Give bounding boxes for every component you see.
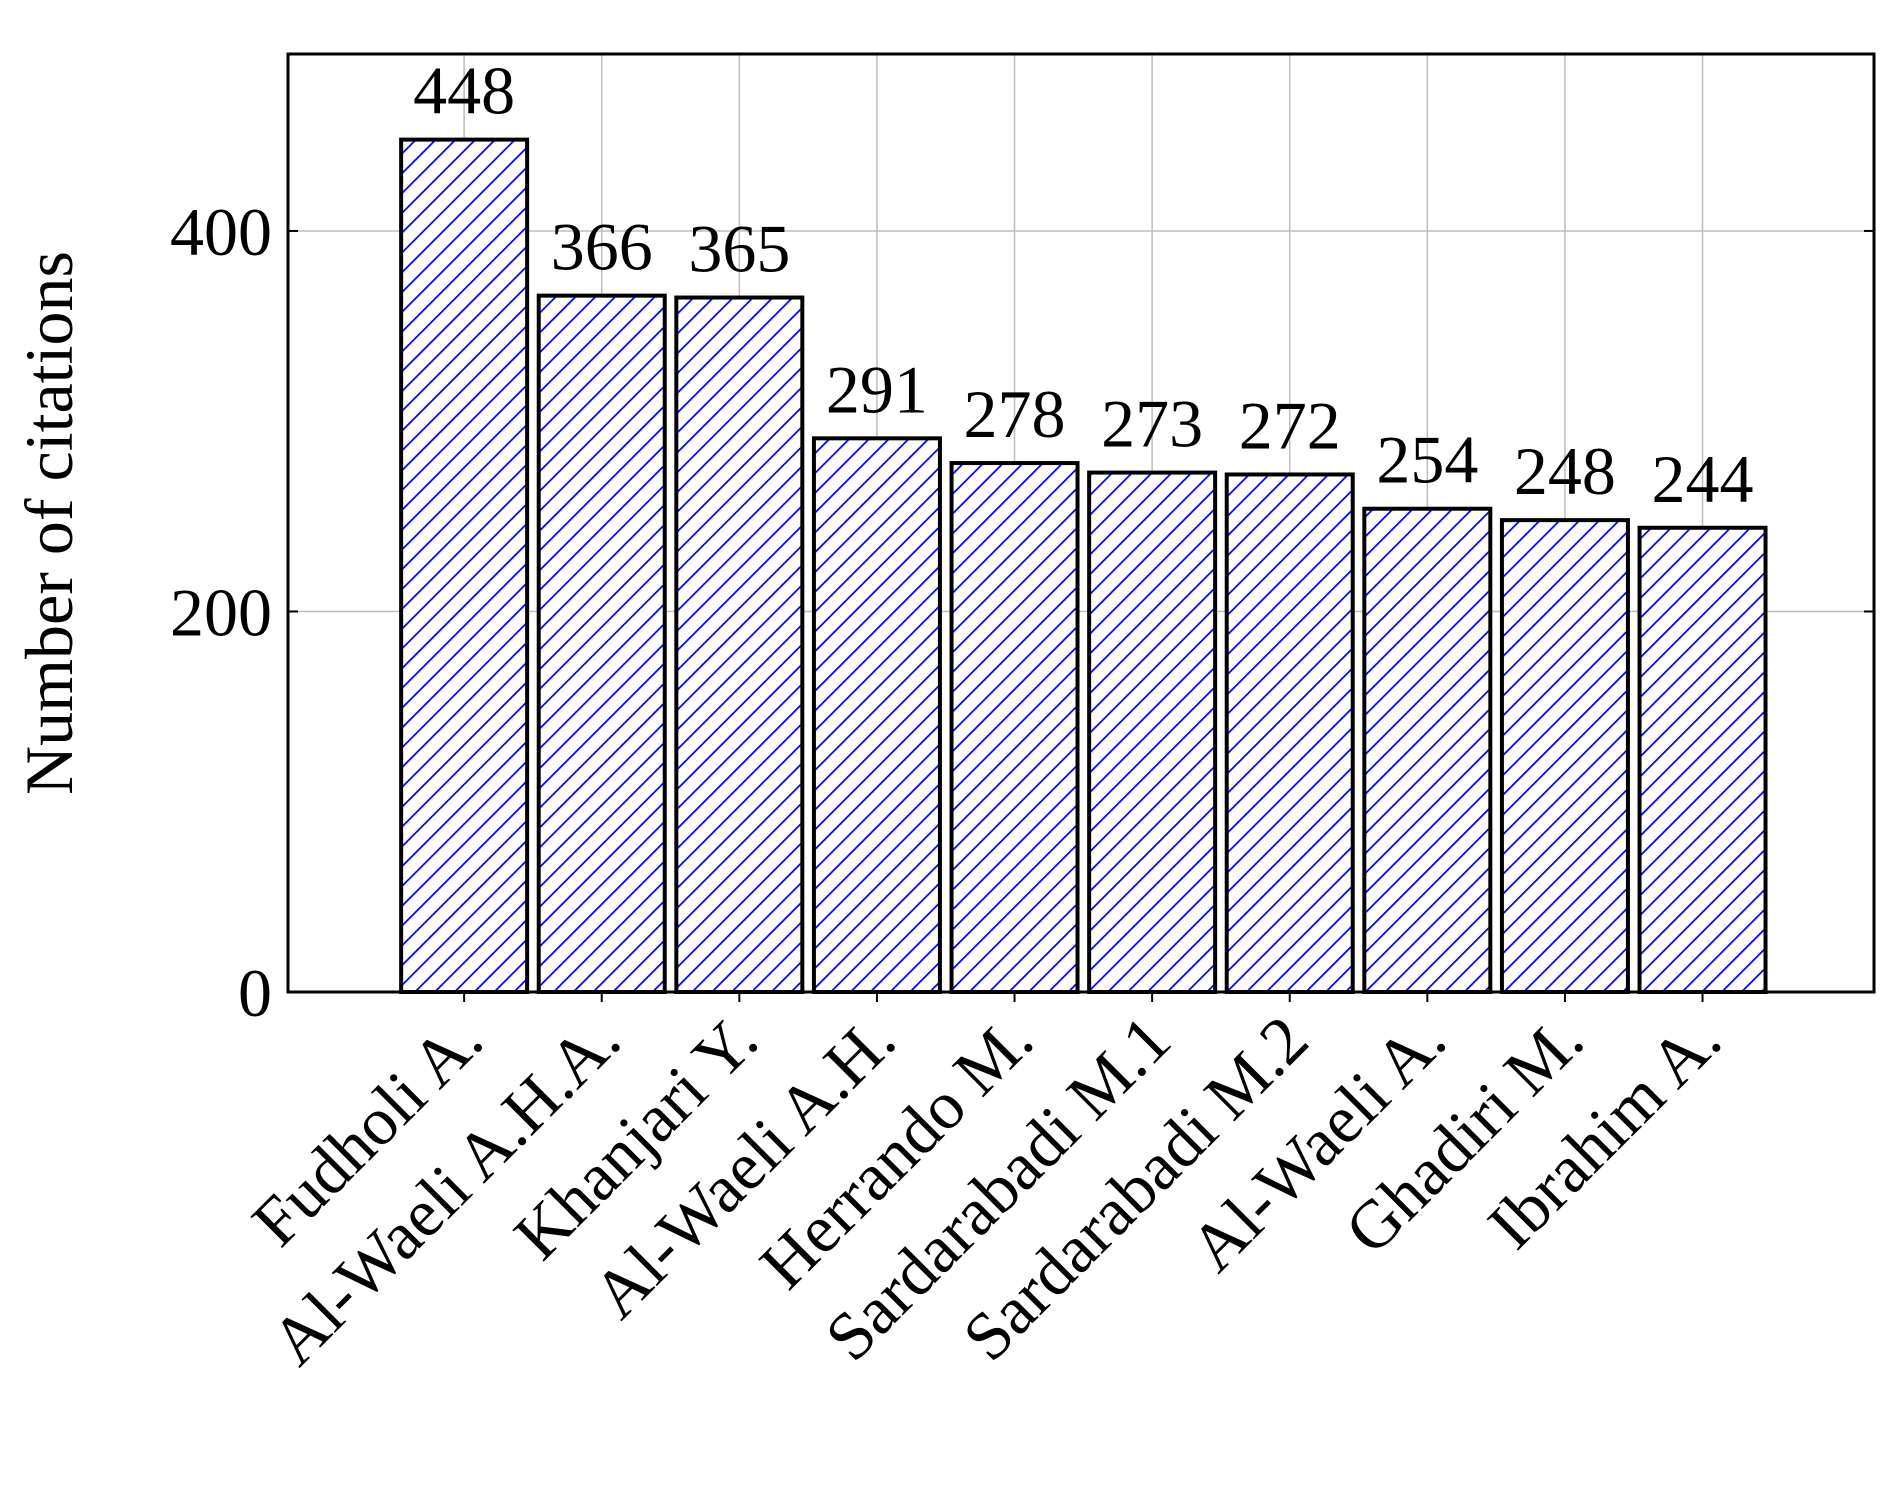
value-label: 291 <box>826 351 928 427</box>
bar <box>399 137 530 995</box>
value-label: 272 <box>1239 387 1341 463</box>
value-label: 366 <box>551 209 653 285</box>
value-label: 273 <box>1101 386 1203 462</box>
bar <box>811 436 942 995</box>
value-label: 248 <box>1514 433 1616 509</box>
bar <box>1362 506 1493 994</box>
bar <box>536 293 667 994</box>
value-label: 365 <box>688 211 790 287</box>
y-tick-label: 400 <box>170 194 272 270</box>
y-axis-label: Number of citations <box>11 251 87 795</box>
value-label: 278 <box>964 376 1066 452</box>
bar <box>1224 472 1355 994</box>
bar <box>1637 525 1768 994</box>
bar <box>949 461 1080 994</box>
bar <box>674 295 805 994</box>
value-label: 244 <box>1652 441 1754 517</box>
plot-frame <box>286 52 1876 994</box>
y-tick-label: 200 <box>170 574 272 650</box>
value-label: 254 <box>1376 422 1478 498</box>
value-label: 448 <box>413 53 515 129</box>
y-tick-label: 0 <box>238 955 272 1031</box>
bar <box>1087 470 1218 994</box>
bar <box>1499 518 1630 994</box>
